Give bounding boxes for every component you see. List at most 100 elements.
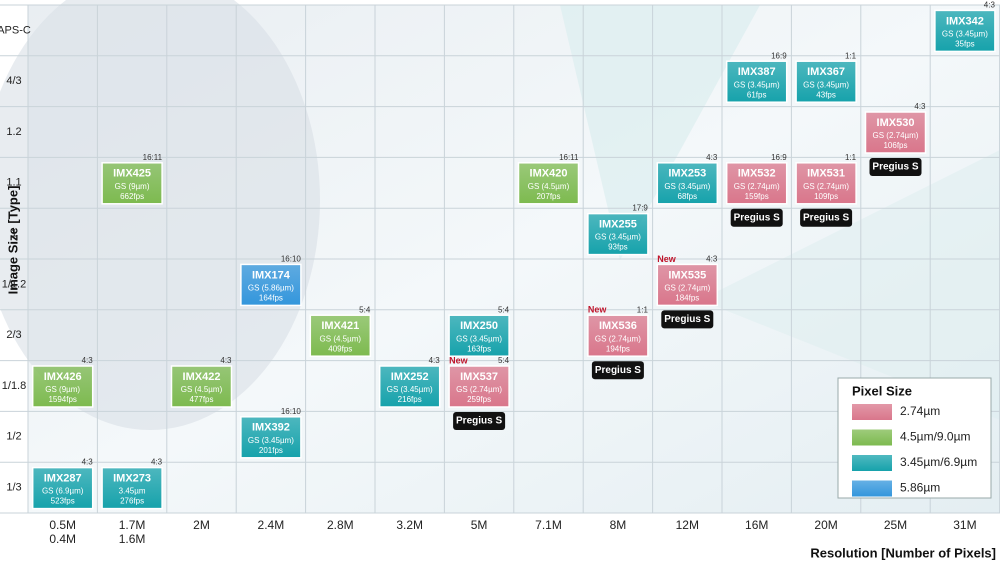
sensor-fps: 43fps: [816, 90, 836, 99]
sensor-box: [725, 162, 788, 205]
y-axis-title: Image Size [Type]: [5, 186, 20, 295]
sensor-name: IMX422: [183, 371, 221, 383]
sensor-fps: 207fps: [536, 192, 560, 201]
sensor-spec: GS (4.5µm): [181, 385, 223, 394]
legend-swatch: [852, 429, 892, 446]
sensor-fps: 477fps: [189, 395, 213, 404]
sensor-name: IMX252: [391, 371, 429, 383]
sensor-box: [240, 416, 302, 459]
sensor: IMX536 GS (2.74µm)194fps 1:1 New Pregius S: [587, 305, 649, 380]
sensor-name: IMX421: [321, 320, 359, 332]
column-label: 12M: [676, 518, 699, 532]
sensor-fps: 163fps: [467, 344, 491, 353]
sensor-fps: 93fps: [608, 243, 628, 252]
aspect-ratio: 16:11: [559, 153, 579, 162]
sensor: IMX426 GS (9µm)1594fps 4:3: [31, 356, 94, 408]
sensor-spec: GS (3.45µm): [664, 182, 710, 191]
aspect-ratio: 4:3: [220, 356, 232, 365]
sensor-spec: GS (5.86µm): [248, 284, 294, 293]
column-label: 1.7M: [119, 518, 146, 532]
sensor-box: [725, 60, 788, 103]
sensor: IMX387 GS (3.45µm)61fps 16:9: [725, 51, 788, 103]
row-label: 1: [11, 228, 17, 240]
sensor-spec: GS (9µm): [115, 182, 150, 191]
sensor-box: [587, 314, 649, 357]
sensor-box: [448, 365, 510, 408]
pregius-tag: [869, 158, 922, 176]
legend-label: 2.74µm: [900, 404, 940, 418]
row-label: 1.1: [6, 177, 21, 189]
pregius-label: Pregius S: [595, 365, 641, 376]
sensor-fps: 662fps: [120, 192, 144, 201]
aspect-ratio: 1:1: [637, 305, 649, 314]
sensor-fps: 68fps: [678, 192, 698, 201]
sensor: IMX252 GS (3.45µm)216fps 4:3: [378, 356, 441, 408]
aspect-ratio: 5:4: [359, 305, 371, 314]
sensor-name: IMX250: [460, 320, 498, 332]
aspect-ratio: 16:10: [281, 255, 302, 264]
sensor-box: [240, 263, 302, 307]
legend-swatch: [852, 455, 892, 471]
sensor: IMX531 GS (2.74µm)109fps 1:1 Pregius S: [795, 153, 857, 227]
aspect-ratio: 4:3: [914, 102, 926, 111]
sensor: IMX532 GS (2.74µm)159fps 16:9 Pregius S: [725, 153, 788, 227]
legend-swatch: [852, 480, 892, 497]
aspect-ratio: 16:11: [143, 153, 163, 162]
aspect-ratio: 4:3: [706, 255, 718, 264]
sensor-name: IMX174: [252, 269, 291, 281]
sensor-box: [587, 212, 649, 256]
sensor-fps: 194fps: [606, 344, 630, 353]
aspect-ratio: 1:1: [845, 51, 857, 60]
sensor-spec: GS (4.5µm): [528, 182, 570, 191]
legend-label: 3.45µm/6.9µm: [900, 455, 977, 469]
sensor-box: [309, 314, 372, 357]
sensor: IMX420 GS (4.5µm)207fps 16:11: [517, 153, 580, 205]
sensor-box: [656, 263, 719, 307]
aspect-ratio: 16:9: [771, 51, 787, 60]
sensor-spec: GS (3.45µm): [595, 233, 641, 242]
aspect-ratio: 4:3: [82, 356, 94, 365]
column-label: 2.4M: [258, 518, 285, 532]
sensor: IMX425 GS (9µm)662fps 16:11: [101, 153, 163, 205]
column-label: 31M: [953, 518, 976, 532]
sensor: IMX537 GS (2.74µm)259fps 5:4 New Pregius S: [448, 355, 510, 430]
sensor-spec: GS (2.74µm): [734, 182, 780, 191]
column-label: 7.1M: [535, 518, 562, 532]
sensor: IMX253 GS (3.45µm)68fps 4:3: [656, 153, 719, 205]
column-label: 3.2M: [396, 518, 423, 532]
aspect-ratio: 4:3: [429, 356, 441, 365]
sensor-spec: GS (3.45µm): [456, 334, 502, 343]
legend-title: Pixel Size: [852, 383, 912, 398]
column-label: 5M: [471, 518, 488, 532]
sensor: IMX174 GS (5.86µm)164fps 16:10: [240, 255, 302, 307]
sensor-box: [864, 111, 927, 154]
sensor-fps: 106fps: [883, 141, 907, 150]
sensor: IMX535 GS (2.74µm)184fps 4:3 New Pregius S: [656, 254, 719, 329]
aspect-ratio: 16:10: [281, 407, 302, 416]
column-label: 0.4M: [49, 532, 76, 546]
sensor-spec: GS (3.45µm): [734, 80, 780, 89]
column-label: 20M: [814, 518, 837, 532]
sensor-name: IMX425: [113, 168, 151, 180]
column-label: 25M: [884, 518, 907, 532]
sensor-name: IMX387: [738, 66, 776, 78]
pregius-label: Pregius S: [872, 162, 918, 173]
sensor-fps: 164fps: [259, 294, 283, 303]
pregius-label: Pregius S: [734, 212, 780, 223]
column-label: 2.8M: [327, 518, 354, 532]
sensor-spec: GS (2.74µm): [456, 385, 502, 394]
column-label: 0.5M: [49, 518, 76, 532]
pregius-label: Pregius S: [456, 416, 502, 427]
decoration: [560, 5, 760, 260]
sensor-spec: GS (3.45µm): [803, 80, 849, 89]
sensor-box: [378, 365, 441, 408]
sensor: IMX367 GS (3.45µm)43fps 1:1: [795, 51, 857, 103]
pregius-label: Pregius S: [803, 212, 849, 223]
sensor: IMX287 GS (6.9µm)523fps 4:3: [31, 458, 94, 510]
sensor-name: IMX367: [807, 66, 845, 78]
aspect-ratio: 4:3: [82, 458, 94, 467]
sensor-name: IMX287: [44, 473, 82, 485]
sensor-name: IMX253: [668, 168, 706, 180]
